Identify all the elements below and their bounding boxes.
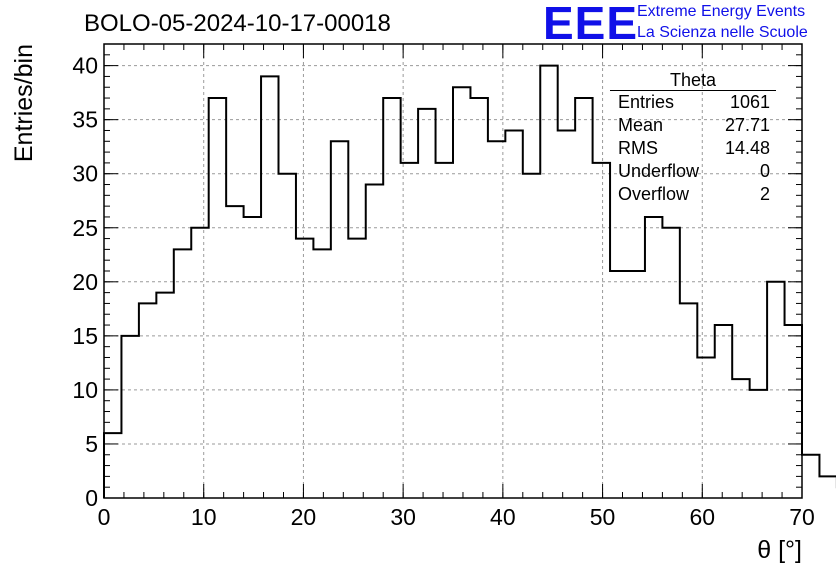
x-tick-label: 40 [490,504,516,530]
stats-value: 2 [759,184,770,204]
histogram-bin [662,228,679,498]
y-tick-label: 30 [72,161,98,187]
stats-row-mean: Mean 27.71 [618,115,770,137]
stats-row-underflow: Underflow 0 [618,161,770,183]
x-axis-label: θ [°] [757,536,802,564]
histogram-bin [558,130,575,498]
histogram-bin [628,271,645,498]
stats-label: Underflow [618,161,700,181]
histogram-bin [732,379,749,498]
histogram-bin [226,206,243,498]
histogram-bin [802,455,819,498]
histogram-bin [191,228,208,498]
x-tick-label: 20 [291,504,317,530]
histogram-bin [645,217,662,498]
eee-logo: EEE [543,0,639,49]
histogram-bin [244,217,261,498]
x-tick-label: 30 [390,504,416,530]
histogram-bin [331,141,348,498]
histogram-bin [470,98,487,498]
histogram-bin [139,303,156,498]
histogram-bin [819,476,836,498]
stats-title: Theta [669,70,717,90]
y-tick-label: 5 [85,431,98,457]
histogram-bin [575,98,592,498]
stats-label: Entries [618,92,675,112]
stats-box: Theta Entries 1061 Mean 27.71 RMS 14.48 … [610,70,780,210]
y-tick-label: 20 [72,269,98,295]
stats-row-overflow: Overflow 2 [618,184,770,206]
stats-value: 27.71 [724,115,770,135]
histogram-bin [366,185,383,498]
stats-label: Overflow [618,184,690,204]
y-tick-label: 40 [72,53,98,79]
x-tick-label: 10 [191,504,217,530]
histogram-bin [383,98,400,498]
histogram-outline [103,64,836,498]
histogram-bin [715,325,732,498]
x-tick-label: 60 [689,504,715,530]
x-tick-label: 0 [98,504,111,530]
stats-label: Mean [618,115,664,135]
y-tick-label: 0 [85,485,98,511]
histogram-bin [209,98,226,498]
histogram-bin [418,109,435,498]
y-tick-label: 15 [72,323,98,349]
histogram-bin [156,293,173,498]
stats-row-rms: RMS 14.48 [618,138,770,160]
histogram-bin [121,336,138,498]
stats-value: 0 [759,161,770,181]
histogram-bin [697,357,714,498]
stats-divider [610,90,776,91]
histogram-bin [436,163,453,498]
histogram-bin [174,249,191,498]
chart-title: BOLO-05-2024-10-17-00018 [84,10,391,37]
histogram-bin [453,87,470,498]
y-tick-label: 25 [72,215,98,241]
y-tick-label: 10 [72,377,98,403]
histogram-bin [610,271,627,498]
histogram-bin [680,303,697,498]
stats-value: 14.48 [724,138,770,158]
histogram-bin [279,174,296,498]
plot-frame [103,43,803,499]
logo-line-1: Extreme Energy Events [637,3,806,20]
histogram-bin [296,239,313,498]
histogram-bin [313,249,330,498]
stats-row-entries: Entries 1061 [618,92,770,114]
stats-value: 1061 [729,92,770,112]
logo-line-2: La Scienza nelle Scuole [637,24,808,41]
y-tick-label: 35 [72,107,98,133]
histogram-bin [593,163,610,498]
histogram-bin [261,76,278,498]
stats-label: RMS [618,138,658,158]
histogram-bin [348,239,365,498]
x-tick-label: 50 [590,504,616,530]
histogram-bin [505,130,522,498]
y-axis-label: Entries/bin [10,44,38,162]
histogram-bin [767,282,784,498]
x-tick-label: 70 [789,504,815,530]
